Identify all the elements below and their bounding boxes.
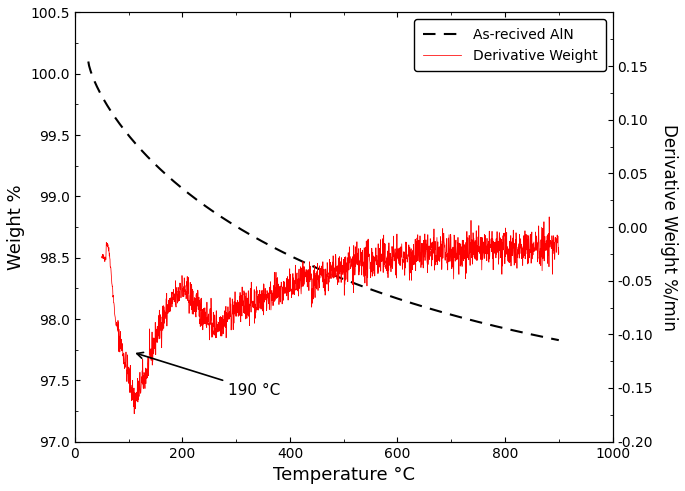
Y-axis label: Derivative Weight %/min: Derivative Weight %/min xyxy=(660,124,678,330)
As-recived AlN xyxy=(362,285,370,291)
Y-axis label: Weight %: Weight % xyxy=(7,184,25,270)
Derivative Weight xyxy=(308,286,316,292)
Line: As-recived AlN: As-recived AlN xyxy=(88,61,559,340)
Derivative Weight xyxy=(458,248,466,254)
Derivative Weight xyxy=(121,360,129,366)
As-recived AlN xyxy=(205,206,213,212)
Derivative Weight xyxy=(98,254,106,260)
Derivative Weight xyxy=(320,278,328,284)
Derivative Weight xyxy=(555,250,563,256)
Line: Derivative Weight: Derivative Weight xyxy=(102,217,559,414)
Derivative Weight xyxy=(545,214,553,220)
Derivative Weight xyxy=(542,241,550,247)
As-recived AlN xyxy=(438,309,447,315)
As-recived AlN xyxy=(84,58,92,64)
Derivative Weight xyxy=(130,411,138,417)
Derivative Weight xyxy=(541,247,549,253)
As-recived AlN xyxy=(399,297,407,303)
As-recived AlN xyxy=(167,176,175,182)
Text: 190 °C: 190 °C xyxy=(137,353,280,398)
As-recived AlN xyxy=(297,258,306,264)
Legend: As-recived AlN, Derivative Weight: As-recived AlN, Derivative Weight xyxy=(414,19,606,71)
As-recived AlN xyxy=(555,337,563,343)
X-axis label: Temperature °C: Temperature °C xyxy=(273,466,414,484)
